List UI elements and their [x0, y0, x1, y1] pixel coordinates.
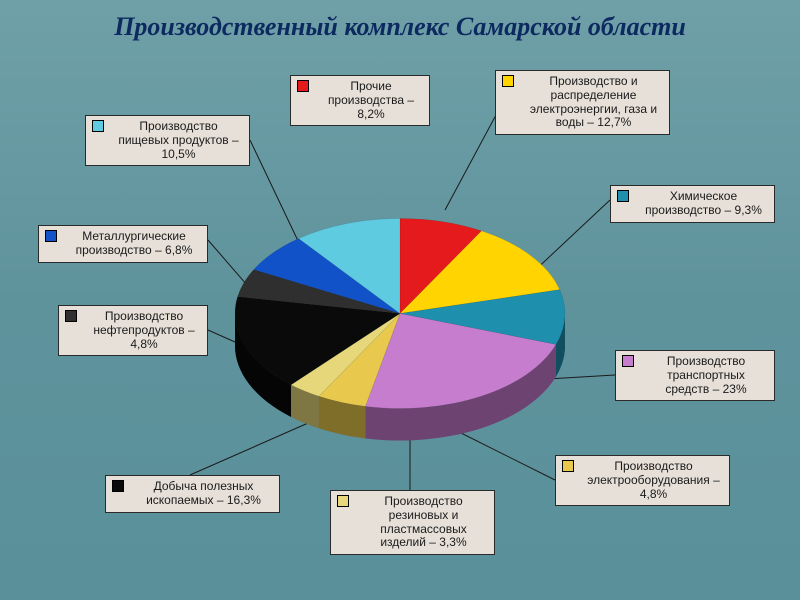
legend-item: Производство электрооборудования – 4,8% [555, 455, 730, 506]
legend-label: Добыча полезных ископаемых – 16,3% [134, 480, 273, 508]
page-title: Производственный комплекс Самарской обла… [0, 12, 800, 42]
legend-swatch [92, 120, 104, 132]
legend-swatch [45, 230, 57, 242]
legend-label: Производство транспортных средств – 23% [644, 355, 768, 396]
legend-label: Производство нефтепродуктов – 4,8% [87, 310, 201, 351]
legend-item: Производство нефтепродуктов – 4,8% [58, 305, 208, 356]
legend-item: Производство транспортных средств – 23% [615, 350, 775, 401]
pie-chart [190, 184, 610, 489]
legend-label: Производство пищевых продуктов – 10,5% [114, 120, 243, 161]
legend-swatch [337, 495, 349, 507]
legend-item: Химическое производство – 9,3% [610, 185, 775, 223]
legend-label: Металлургические производство – 6,8% [67, 230, 201, 258]
legend-swatch [112, 480, 124, 492]
legend-label: Производство и распределение электроэнер… [524, 75, 663, 130]
legend-item: Прочие производства – 8,2% [290, 75, 430, 126]
legend-item: Металлургические производство – 6,8% [38, 225, 208, 263]
legend-item: Производство и распределение электроэнер… [495, 70, 670, 135]
legend-label: Химическое производство – 9,3% [639, 190, 768, 218]
legend-swatch [617, 190, 629, 202]
legend-label: Прочие производства – 8,2% [319, 80, 423, 121]
legend-swatch [622, 355, 634, 367]
legend-label: Производство резиновых и пластмассовых и… [359, 495, 488, 550]
legend-swatch [562, 460, 574, 472]
legend-swatch [502, 75, 514, 87]
legend-item: Производство пищевых продуктов – 10,5% [85, 115, 250, 166]
legend-item: Производство резиновых и пластмассовых и… [330, 490, 495, 555]
legend-label: Производство электрооборудования – 4,8% [584, 460, 723, 501]
legend-swatch [65, 310, 77, 322]
legend-swatch [297, 80, 309, 92]
legend-item: Добыча полезных ископаемых – 16,3% [105, 475, 280, 513]
